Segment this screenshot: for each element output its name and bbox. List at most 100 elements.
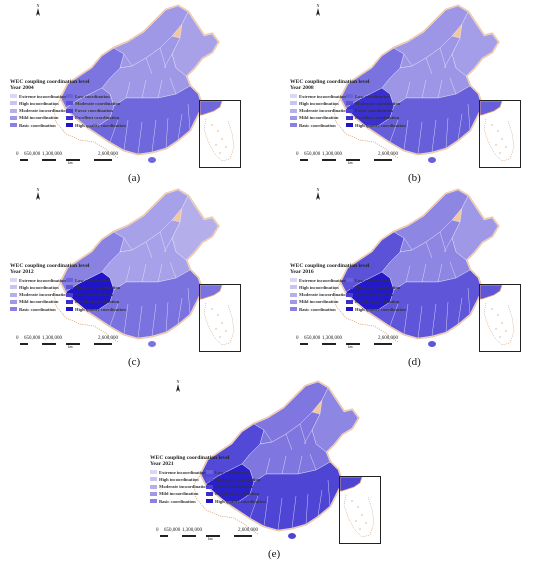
province-border [123,53,133,67]
legend-item: Moderate incoordination [290,292,348,298]
scale-bar: 0 650,000 1,300,000 2,600,000 km [150,528,270,542]
inset-mainland [339,476,363,492]
map-panel: N WEC coupling coordination level Year 200… [286,2,546,184]
hainan-island [148,341,156,347]
province-border [317,489,323,517]
province-border [425,57,433,75]
island-dot [499,152,501,154]
china-map: N [36,187,220,347]
island-dot [211,308,213,310]
legend-swatch [206,477,213,482]
legend-label: Moderate incoordination [19,292,69,298]
legend-label: Basic coordination [159,498,196,504]
legend-item: High quality coordination [206,498,266,504]
legend-year: Year 2021 [150,461,174,467]
scale-label: 0 [16,336,19,341]
legend-item: High quality coordination [346,306,406,312]
legend-swatch [346,115,353,120]
island-dot [365,522,367,524]
province-border [141,263,147,283]
legend-swatch [346,278,353,282]
legend-title: WEC coupling coordination level [290,263,370,269]
legend-item: Extreme incoordination [290,277,346,283]
scale-segment [80,159,94,161]
scale-segment [168,535,182,537]
island-dot [361,514,363,516]
island-dot [351,500,353,502]
scale-segment [360,343,374,345]
legend-swatch [66,101,73,106]
legend-item: Extreme incoordination [150,469,206,475]
province-border [327,479,331,507]
legend-item: Extreme incoordination [10,93,66,99]
legend-label: Low coordination [75,277,110,283]
legend-swatch [150,470,157,474]
legend: Extreme incoordination Low coordination Hi… [10,93,126,128]
province-border [389,303,399,327]
legend: Extreme incoordination Low coordination Hi… [290,93,406,128]
legend-label: Basic coordination [299,122,336,128]
legend-label: High quality coordination [355,122,406,128]
province-border [449,261,457,279]
north-arrow-icon [36,8,40,16]
north-arrow-icon [316,192,320,200]
scale-label: 650,000 [164,528,181,533]
legend-title: WEC coupling coordination level [290,79,370,85]
province-border [437,79,443,99]
legend-item: High quality coordination [66,122,126,128]
province-border [169,261,177,279]
scale-line [300,343,392,345]
nine-dash-line [483,118,515,162]
island-dot [497,130,499,132]
legend-label: High quality coordination [355,306,406,312]
legend-swatch [10,123,17,128]
nine-dash-line [203,118,235,162]
legend-swatch [290,285,297,290]
panel-caption: (a) [128,172,141,184]
scale-line [300,159,392,161]
legend-swatch [10,108,17,113]
scale-label: 1,300,000 [182,528,202,533]
legend-item: Excellent coordination [66,299,126,305]
legend-item: Favor coordination [66,108,126,114]
scale-line [160,535,252,537]
legend-item: Low coordination [346,277,406,283]
inset-map [199,284,235,346]
scale-label: 650,000 [304,336,321,341]
scale-label: 2,600,000 [378,152,398,157]
legend-swatch [66,292,73,297]
border-dashed-line [53,97,119,159]
legend-label: Moderate incoordination [299,292,349,298]
scale-label: 0 [296,152,299,157]
inset-mainland [479,284,503,300]
north-label: N [177,379,180,384]
legend-label: Moderate coordination [75,284,121,290]
border-dashed-line [333,281,399,343]
legend-swatch [346,307,353,312]
north-label: N [37,187,40,192]
province-border [137,305,143,339]
scale-label: 2,600,000 [98,336,118,341]
province-border [403,119,409,151]
province-border [137,121,143,155]
province-border [445,301,449,333]
province-border [405,265,411,283]
province-border [125,81,131,99]
legend-item: High incoordination [290,284,344,290]
scale-segment [360,159,374,161]
legend-title: WEC coupling coordination level [150,455,230,461]
legend-item: Mild incoordination [10,115,64,121]
inset-map [199,100,235,162]
island-dot [491,308,493,310]
legend-item: Extreme incoordination [290,93,346,99]
legend-label: Excellent coordination [215,491,260,497]
province-border [163,237,173,253]
province-border [467,103,471,131]
legend-label: Basic coordination [299,306,336,312]
island-dot [497,314,499,316]
scale-segment [220,535,234,537]
legend-swatch [206,484,213,489]
province-border [445,117,449,149]
legend-label: High incoordination [299,100,339,106]
province-border [249,495,259,519]
